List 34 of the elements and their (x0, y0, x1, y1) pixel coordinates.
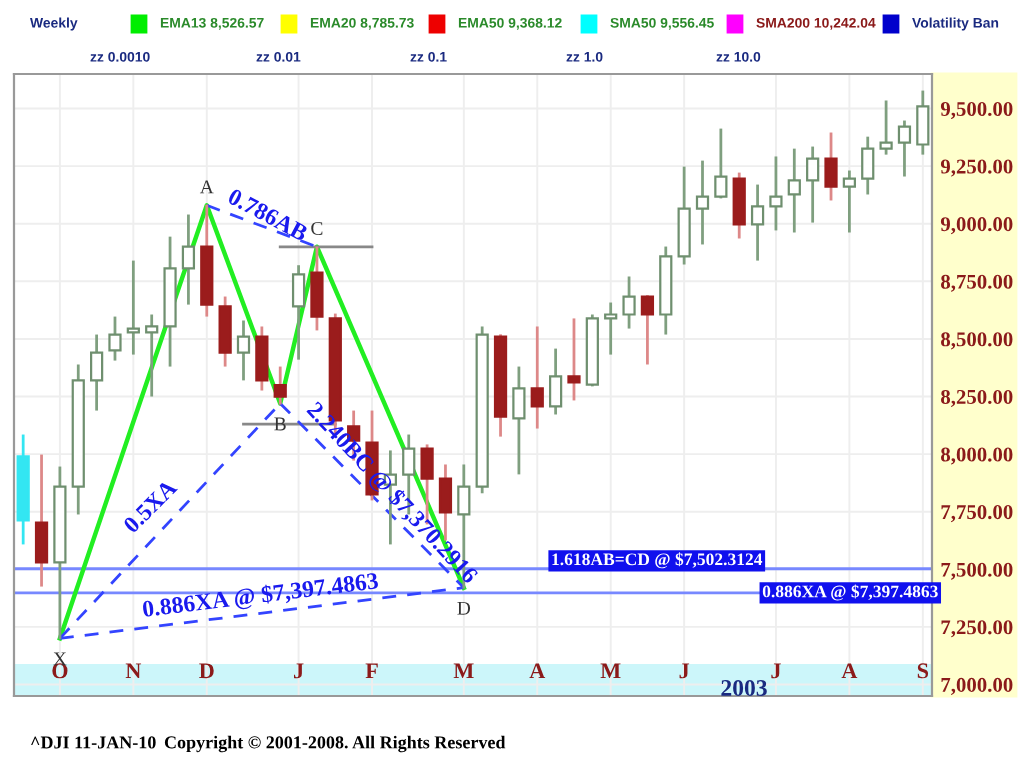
ref-line-label: 1.618AB=CD @ $7,502.3124 (552, 552, 763, 569)
y-tick-label: 9,000.00 (940, 217, 1013, 235)
y-tick-label: 8,500.00 (941, 332, 1013, 350)
x-tick-label: A (841, 663, 858, 679)
x-tick-label: M (453, 663, 474, 679)
annotation: A (199, 180, 214, 194)
annotation: X (53, 652, 67, 666)
text: Copyright © 2001-2008. All Rights Reserved (164, 735, 506, 753)
annotation: D (457, 601, 471, 615)
annotation: 0.886XA @ $7,397.4863 (142, 571, 379, 622)
x-tick-label: F (365, 663, 378, 679)
y-tick-label: 8,000.00 (941, 447, 1013, 465)
x-tick-label: J (679, 663, 690, 679)
y-tick-label: 7,750.00 (941, 505, 1013, 523)
y-tick-label: 8,750.00 (941, 274, 1013, 292)
y-tick-label: 7,000.00 (941, 677, 1013, 695)
x-tick-label: J (294, 663, 304, 679)
x-tick-label: N (125, 663, 142, 679)
y-tick-label: 7,500.00 (941, 562, 1013, 580)
annotation: 2003 (721, 679, 767, 696)
y-tick-label: 9,500.00 (940, 101, 1013, 120)
annotation: C (311, 221, 323, 235)
x-tick-label: M (600, 663, 621, 679)
x-tick-label: O (52, 663, 68, 679)
y-tick-label: 9,250.00 (940, 159, 1013, 177)
x-tick-label: J (771, 663, 781, 679)
text: ^DJI 11-JAN-10 (31, 736, 156, 749)
y-tick-label: 8,250.00 (941, 389, 1013, 407)
x-tick-label: S (917, 663, 929, 679)
x-tick-label: A (529, 663, 546, 679)
ref-line-label: 0.886XA @ $7,397.4863 (762, 584, 938, 601)
x-tick-label: D (199, 663, 214, 679)
annotation: B (274, 417, 286, 431)
y-tick-label: 7,250.00 (941, 620, 1013, 638)
